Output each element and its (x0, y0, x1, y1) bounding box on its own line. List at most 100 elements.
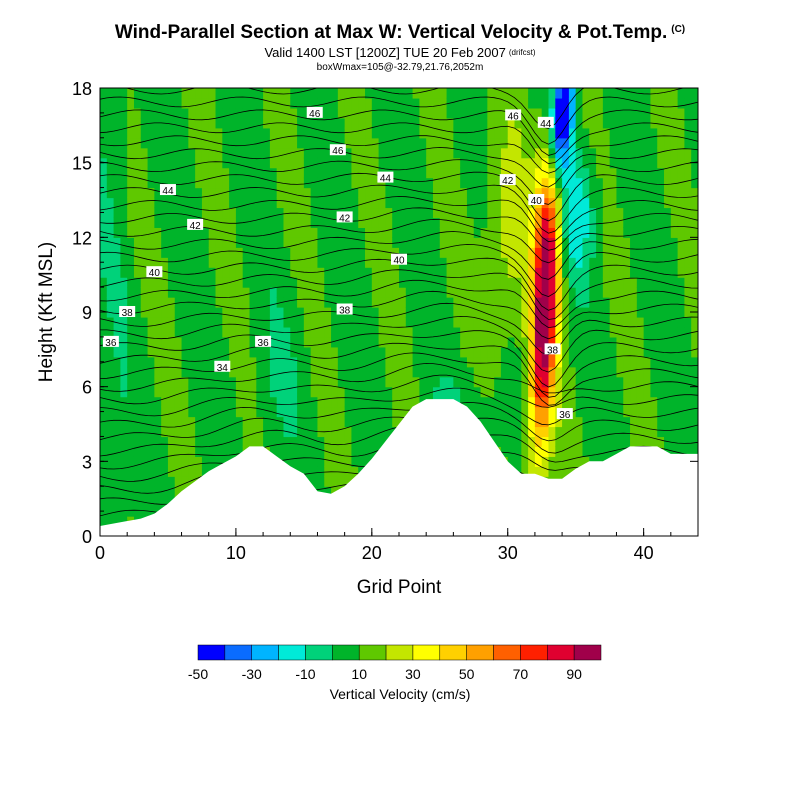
field-cell (188, 456, 196, 467)
field-cell (337, 446, 346, 457)
field-cell (276, 426, 285, 438)
field-cell (521, 247, 529, 258)
field-cell (174, 117, 183, 129)
field-cell (541, 237, 550, 248)
field-cell (269, 197, 278, 209)
field-cell (500, 127, 509, 139)
field-cell (684, 237, 692, 248)
field-cell (100, 386, 108, 398)
field-cell (290, 257, 298, 268)
field-cell (113, 267, 121, 278)
field-cell (188, 406, 196, 418)
field-cell (331, 287, 339, 298)
field-cell (154, 147, 162, 159)
field-cell (616, 167, 624, 179)
field-cell (555, 436, 563, 447)
field-cell (269, 307, 278, 318)
field-cell (616, 177, 624, 189)
field-cell (616, 157, 624, 169)
field-cell (630, 356, 638, 368)
colorbar-swatch (251, 644, 279, 661)
field-cell (215, 277, 223, 288)
field-cell (412, 237, 420, 248)
field-cell (609, 396, 618, 408)
field-cell (331, 267, 339, 278)
contour-label: 38 (547, 345, 559, 356)
field-cell (113, 147, 121, 159)
field-cell (263, 257, 271, 268)
field-cell (324, 277, 332, 288)
field-cell (419, 267, 427, 278)
field-cell (507, 237, 516, 248)
field-cell (290, 167, 298, 179)
field-cell (623, 426, 631, 438)
field-cell (677, 88, 686, 99)
field-cell (371, 257, 380, 268)
field-cell (426, 386, 434, 398)
field-cell (188, 376, 196, 388)
field-cell (630, 137, 638, 149)
field-cell (446, 376, 454, 388)
field-cell (534, 416, 543, 428)
field-cell (412, 157, 420, 169)
field-cell (392, 267, 400, 278)
field-cell (140, 97, 149, 109)
field-cell (419, 346, 427, 358)
field-cell (568, 107, 577, 119)
field-cell (473, 336, 482, 348)
field-cell (664, 346, 672, 358)
field-cell (161, 446, 169, 457)
field-cell (256, 217, 264, 228)
field-cell (596, 217, 604, 228)
field-cell (371, 247, 380, 258)
field-cell (127, 97, 135, 109)
field-cell (473, 157, 482, 169)
field-cell (528, 316, 536, 328)
field-cell (195, 147, 203, 159)
field-cell (188, 426, 196, 438)
field-cell (636, 386, 645, 398)
field-cell (195, 336, 203, 348)
field-cell (290, 376, 298, 388)
field-cell (460, 127, 468, 139)
field-cell (174, 97, 183, 109)
field-cell (174, 456, 183, 467)
field-cell (235, 197, 244, 209)
field-cell (500, 257, 509, 268)
contour-label-bg (544, 343, 561, 355)
field-cell (439, 207, 448, 219)
field-cell (405, 247, 414, 258)
field-cell (643, 287, 652, 298)
field-cell (691, 187, 698, 199)
field-cell (133, 287, 142, 298)
field-cell (596, 177, 604, 189)
field-cell (249, 366, 257, 378)
field-cell (297, 217, 305, 228)
field-cell (555, 376, 563, 388)
field-cell (514, 247, 522, 258)
contour-label: 36 (258, 338, 270, 349)
y-tick-label: 9 (82, 303, 92, 323)
field-cell (133, 406, 142, 418)
field-cell (371, 187, 380, 199)
field-cell (664, 356, 672, 368)
y-tick-label: 18 (72, 79, 92, 99)
field-cell (630, 97, 638, 109)
field-cell (324, 127, 332, 139)
field-cell (453, 336, 461, 348)
field-cell (439, 277, 448, 288)
field-cell (623, 386, 631, 398)
field-cell (521, 277, 529, 288)
field-cell (494, 287, 502, 298)
field-cell (616, 257, 624, 268)
field-cell (670, 336, 679, 348)
field-cell (263, 187, 271, 199)
field-cell (331, 177, 339, 189)
field-cell (677, 307, 686, 318)
field-cell (487, 376, 495, 388)
field-cell (616, 336, 624, 348)
field-cell (120, 366, 128, 378)
field-cell (399, 307, 407, 318)
field-cell (351, 416, 359, 428)
